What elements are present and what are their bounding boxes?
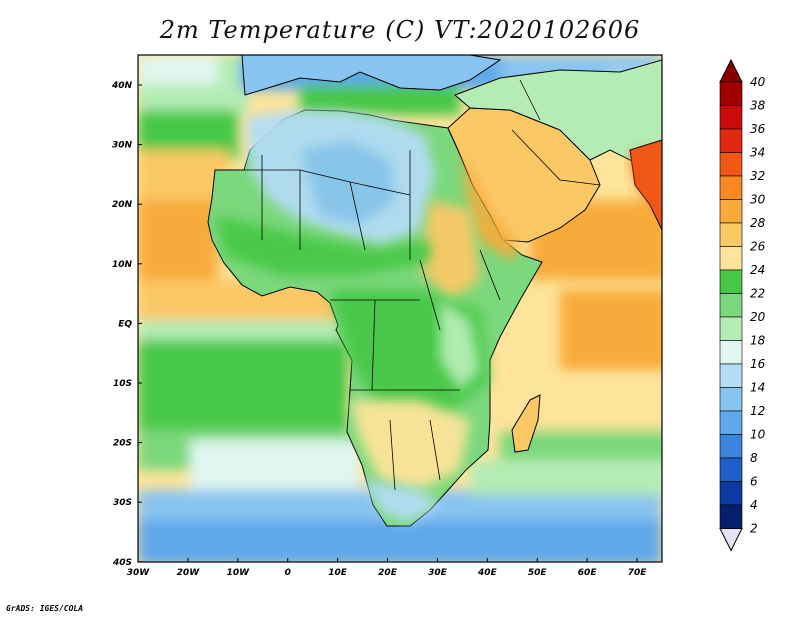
colorbar-swatch <box>719 410 743 435</box>
lat-tick-label: 20S <box>113 439 132 449</box>
lon-tick-label: 40E <box>477 568 498 578</box>
lat-tick-label: EQ <box>118 319 132 329</box>
colorbar-label: 26 <box>750 240 766 254</box>
colorbar-swatch <box>719 481 743 506</box>
colorbar-label: 4 <box>750 498 758 512</box>
lon-tick-label: 20W <box>177 568 201 578</box>
colorbar-label: 12 <box>750 404 765 418</box>
credit-label: GrADS: IGES/COLA <box>6 604 84 613</box>
lon-tick-label: 30E <box>428 568 448 578</box>
colorbar-swatch <box>719 199 743 224</box>
lat-tick-label: 40S <box>112 558 132 568</box>
colorbar-swatch <box>719 222 743 247</box>
colorbar-label: 24 <box>750 263 765 277</box>
colorbar-label: 32 <box>750 169 765 183</box>
lon-tick-label: 30W <box>127 568 151 578</box>
lat-tick-label: 10S <box>113 379 132 389</box>
colorbar-top-arrow <box>719 58 743 83</box>
colorbar-swatch <box>719 504 743 529</box>
lat-tick-label: 20N <box>112 200 133 210</box>
colorbar-swatch <box>719 246 743 271</box>
lat-tick-label: 10N <box>112 260 133 270</box>
colorbar-swatch <box>719 293 743 318</box>
colorbar-label: 6 <box>750 475 758 489</box>
colorbar-swatch <box>719 316 743 341</box>
lat-tick-label: 30N <box>112 141 133 151</box>
colorbar-label: 36 <box>750 122 766 136</box>
colorbar: 40 38 36 34 32 30 28 26 24 22 20 18 16 14 12 10 8 6 4 2 <box>719 58 766 552</box>
colorbar-label: 14 <box>750 381 765 395</box>
colorbar-swatch <box>719 81 743 106</box>
lon-tick-label: 10E <box>328 568 348 578</box>
colorbar-swatch <box>719 269 743 294</box>
colorbar-label: 2 <box>750 522 758 536</box>
colorbar-swatch <box>719 152 743 177</box>
colorbar-bottom-arrow <box>719 528 743 552</box>
colorbar-swatch <box>719 175 743 200</box>
colorbar-swatch <box>719 434 743 459</box>
colorbar-label: 8 <box>750 451 758 465</box>
lon-tick-label: 10W <box>227 568 251 578</box>
lon-tick-label: 0 <box>285 568 291 578</box>
axis-ticks: 30W 20W 10W 0 10E 20E 30E 40E 50E 60E 70E 40N 30N 20N… <box>111 81 647 578</box>
lon-tick-label: 60E <box>578 568 598 578</box>
lon-tick-label: 70E <box>628 568 648 578</box>
lon-tick-label: 20E <box>378 568 398 578</box>
colorbar-swatch <box>719 457 743 482</box>
country-borders <box>244 79 601 491</box>
lat-tick-label: 40N <box>111 81 133 91</box>
colorbar-label: 10 <box>750 428 766 442</box>
colorbar-label: 20 <box>750 310 766 324</box>
colorbar-label: 18 <box>750 334 766 348</box>
colorbar-label: 30 <box>750 193 766 207</box>
colorbar-swatch <box>719 387 743 412</box>
colorbar-swatch <box>719 128 743 153</box>
colorbar-swatch <box>719 363 743 388</box>
interior-regions <box>215 110 662 522</box>
colorbar-label: 38 <box>750 99 766 113</box>
colorbar-label: 34 <box>750 146 765 160</box>
colorbar-label: 28 <box>750 216 766 230</box>
colorbar-label: 22 <box>750 287 765 301</box>
colorbar-label: 40 <box>750 75 766 89</box>
chart-title: 2m Temperature (C) VT:2020102606 <box>159 16 641 44</box>
map-frame <box>137 54 663 563</box>
colorbar-swatch <box>719 340 743 365</box>
colorbar-label: 16 <box>750 357 766 371</box>
lat-tick-label: 30S <box>113 498 132 508</box>
colorbar-swatch <box>719 105 743 130</box>
lon-tick-label: 50E <box>528 568 548 578</box>
